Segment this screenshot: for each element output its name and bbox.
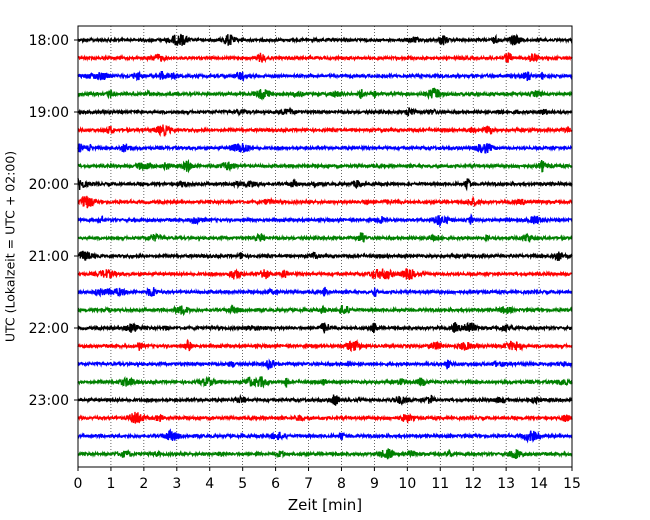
y-tick-label: 23:00 — [29, 393, 69, 409]
trace-1900 — [77, 106, 573, 117]
trace-1945 — [77, 158, 573, 174]
trace-2015 — [77, 195, 573, 209]
x-tick-label: 13 — [497, 476, 515, 492]
x-tick-label: 4 — [205, 476, 214, 492]
trace-2345 — [77, 448, 573, 460]
trace-1800 — [77, 33, 573, 46]
x-axis-ticks: 0 1 2 3 4 5 6 7 8 9 10 11 12 13 14 15 — [74, 467, 581, 492]
x-tick-label: 10 — [398, 476, 416, 492]
trace-2045 — [77, 232, 573, 243]
x-tick-label: 14 — [530, 476, 548, 492]
trace-1930 — [77, 142, 573, 154]
x-tick-label: 5 — [238, 476, 247, 492]
trace-2000 — [77, 178, 573, 192]
trace-2200 — [77, 321, 573, 334]
trace-2100 — [77, 250, 573, 261]
x-tick-label: 7 — [304, 476, 313, 492]
x-tick-label: 0 — [74, 476, 83, 492]
trace-2245 — [77, 375, 573, 389]
y-tick-label: 21:00 — [29, 249, 69, 265]
y-axis-ticks: 18:00 19:00 20:00 21:00 22:00 23:00 — [29, 33, 78, 409]
seismic-traces — [77, 33, 573, 460]
trace-2115 — [77, 268, 573, 281]
trace-1845 — [77, 87, 573, 101]
x-tick-label: 3 — [172, 476, 181, 492]
x-tick-label: 2 — [139, 476, 148, 492]
y-tick-label: 22:00 — [29, 321, 69, 337]
trace-2300 — [77, 393, 573, 406]
x-axis-label: Zeit [min] — [288, 496, 362, 514]
y-tick-label: 18:00 — [29, 33, 69, 49]
trace-2315 — [77, 411, 573, 425]
trace-2230 — [77, 358, 573, 371]
trace-2330 — [77, 428, 573, 444]
trace-1915 — [77, 124, 573, 138]
trace-2215 — [77, 338, 573, 353]
x-tick-label: 12 — [464, 476, 482, 492]
y-axis-label: UTC (Lokalzeit = UTC + 02:00) — [3, 151, 18, 342]
x-tick-label: 11 — [431, 476, 449, 492]
trace-2030 — [77, 213, 573, 228]
y-tick-label: 19:00 — [29, 105, 69, 121]
plot-frame — [77, 25, 573, 468]
x-tick-label: 9 — [370, 476, 379, 492]
trace-1830 — [77, 70, 573, 82]
x-tick-label: 6 — [271, 476, 280, 492]
trace-2130 — [77, 286, 573, 298]
x-tick-label: 1 — [106, 476, 115, 492]
trace-2145 — [77, 304, 573, 317]
x-tick-label: 8 — [337, 476, 346, 492]
trace-1815 — [77, 52, 573, 64]
x-tick-label: 15 — [563, 476, 581, 492]
y-tick-label: 20:00 — [29, 177, 69, 193]
